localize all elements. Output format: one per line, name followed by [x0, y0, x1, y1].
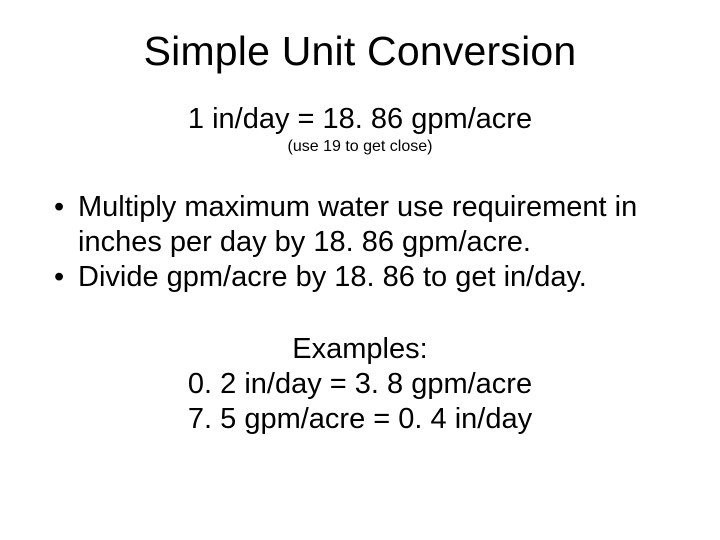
examples-block: Examples: 0. 2 in/day = 3. 8 gpm/acre 7.…: [158, 332, 562, 436]
examples-label: Examples:: [158, 332, 562, 367]
bullet-list: Multiply maximum water use requirement i…: [48, 190, 672, 294]
slide: Simple Unit Conversion 1 in/day = 18. 86…: [0, 0, 720, 540]
bullet-item: Multiply maximum water use requirement i…: [48, 190, 672, 260]
conversion-note: (use 19 to get close): [48, 138, 672, 156]
bullet-item: Divide gpm/acre by 18. 86 to get in/day.: [48, 260, 672, 295]
slide-title: Simple Unit Conversion: [48, 28, 672, 75]
examples-line: 0. 2 in/day = 3. 8 gpm/acre: [158, 367, 562, 402]
conversion-formula: 1 in/day = 18. 86 gpm/acre: [48, 103, 672, 136]
examples-line: 7. 5 gpm/acre = 0. 4 in/day: [158, 402, 562, 437]
